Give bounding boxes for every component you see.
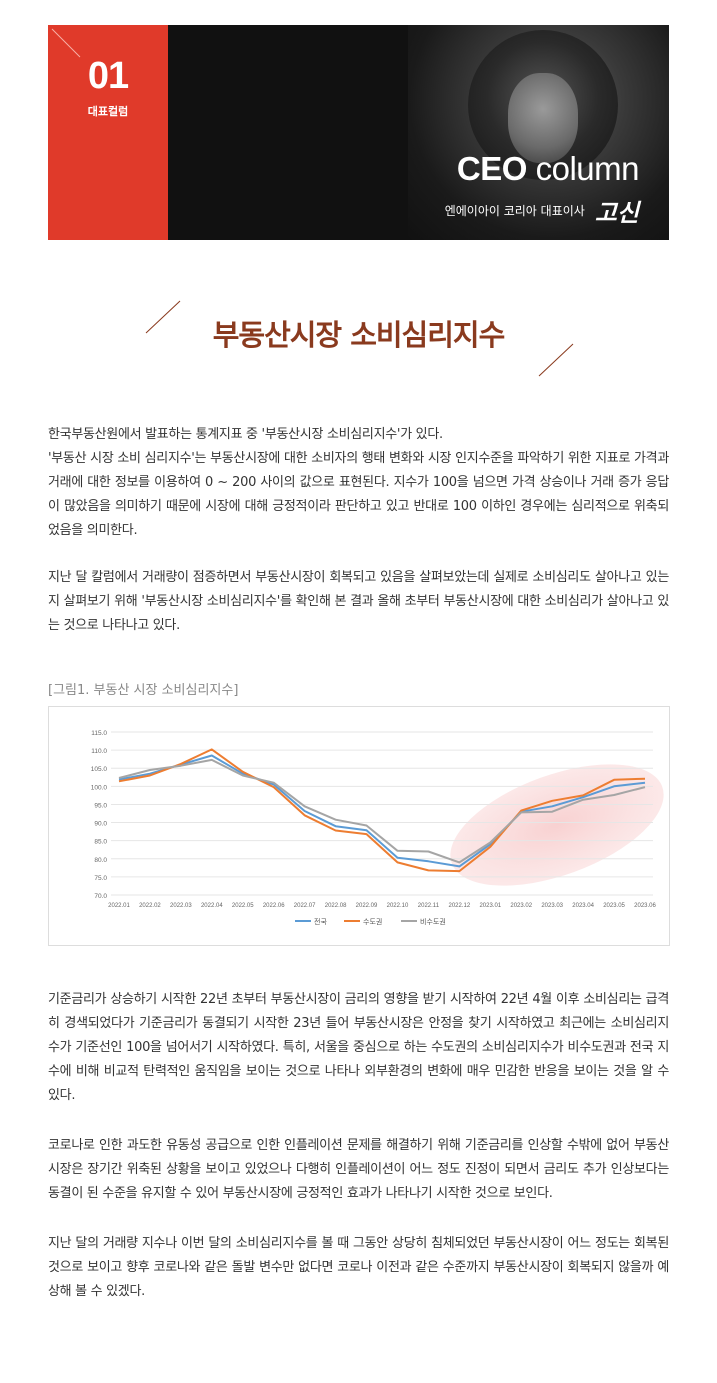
issue-number: 01 (87, 55, 129, 97)
paragraph-line: 기준금리가 상승하기 시작한 22년 초부터 부동산시장이 금리의 영향을 받기… (48, 992, 669, 1103)
series-line-수도권 (118, 748, 646, 873)
legend-label: 전국 (314, 917, 327, 926)
ceo-photo (408, 25, 669, 240)
x-tick-label: 2023.02 (510, 903, 532, 909)
x-tick-label: 2023.05 (603, 903, 625, 909)
paragraph-line: 코로나로 인한 과도한 유동성 공급으로 인한 인플레이션 문제를 해결하기 위… (48, 1138, 669, 1201)
chart-container: 115.0 110.0 105.0 100.0 95.0 90.0 85.0 80.0 75.0… (48, 706, 670, 946)
y-tick-label: 80.0 (94, 857, 107, 864)
legend-label: 수도권 (363, 918, 382, 926)
ceo-subtitle: 엔에이아이 코리아 대표이사 고신 (445, 193, 639, 228)
x-tick-label: 2022.06 (263, 903, 285, 909)
x-tick-label: 2022.09 (356, 903, 378, 909)
ceo-position: 엔에이아이 코리아 대표이사 (444, 204, 585, 218)
header-banner: 01 대표컬럼 CEO column 엔에이아이 코리아 대표이사 고신 (48, 25, 669, 240)
y-tick-label: 95.0 (94, 802, 107, 809)
title-slash-right (538, 343, 574, 377)
y-tick-label: 70.0 (94, 893, 107, 900)
x-tick-label: 2022.01 (108, 903, 130, 909)
x-tick-label: 2022.07 (294, 903, 316, 909)
paragraph-context: 지난 달 칼럼에서 거래량이 점증하면서 부동산시장이 회복되고 있음을 살펴보… (48, 566, 669, 638)
x-tick-label: 2023.01 (479, 903, 501, 909)
line-chart: 115.0 110.0 105.0 100.0 95.0 90.0 85.0 80.0 75.0… (91, 730, 664, 926)
series-line-전국 (118, 754, 646, 868)
ceo-title-light: column (526, 150, 640, 187)
x-tick-label: 2022.03 (170, 903, 192, 909)
ceo-signature: 고신 (594, 198, 639, 227)
ceo-column-title: CEO column (456, 150, 640, 188)
title-slash-left (145, 300, 181, 334)
paragraph-line: '부동산 시장 소비 심리지수'는 부동산시장에 대한 소비자의 행태 변화와 … (48, 451, 669, 538)
y-tick-label: 100.0 (91, 784, 108, 791)
x-tick-label: 2022.02 (139, 903, 161, 909)
issue-label: 대표컬럼 (87, 105, 129, 118)
issue-badge: 01 대표컬럼 (48, 25, 168, 240)
figure-caption: [그림1. 부동산 시장 소비심리지수] (48, 683, 239, 698)
y-tick-label: 105.0 (91, 766, 108, 773)
article-title: 부동산시장 소비심리지수 (212, 318, 506, 352)
paragraph-line: 지난 달의 거래량 지수나 이번 달의 소비심리지수를 볼 때 그동안 상당히 … (48, 1236, 669, 1299)
y-tick-label: 90.0 (94, 821, 107, 828)
series-line-비수도권 (118, 758, 646, 864)
paragraph-inflation: 코로나로 인한 과도한 유동성 공급으로 인한 인플레이션 문제를 해결하기 위… (48, 1134, 669, 1206)
paragraph-line: 한국부동산원에서 발표하는 통계지표 중 '부동산시장 소비심리지수'가 있다. (48, 427, 443, 442)
paragraph-line: 지난 달 칼럼에서 거래량이 점증하면서 부동산시장이 회복되고 있음을 살펴보… (48, 570, 669, 633)
ceo-title-bold: CEO (456, 150, 528, 187)
paragraph-analysis: 기준금리가 상승하기 시작한 22년 초부터 부동산시장이 금리의 영향을 받기… (48, 988, 669, 1108)
y-tick-label: 85.0 (94, 839, 107, 846)
x-tick-label: 2023.03 (541, 903, 563, 909)
x-tick-label: 2022.04 (201, 903, 223, 909)
y-tick-label: 115.0 (91, 730, 107, 737)
paragraph-outlook: 지난 달의 거래량 지수나 이번 달의 소비심리지수를 볼 때 그동안 상당히 … (48, 1232, 669, 1304)
highlight-ellipse (450, 764, 664, 886)
y-tick-label: 75.0 (94, 875, 107, 882)
x-tick-label: 2023.04 (572, 903, 594, 909)
x-tick-label: 2023.06 (634, 903, 656, 909)
legend-label: 비수도권 (420, 917, 446, 926)
ceo-photo-face (508, 73, 578, 163)
diagonal-line-decoration (51, 28, 81, 58)
x-tick-label: 2022.08 (325, 903, 347, 909)
paragraph-intro: 한국부동산원에서 발표하는 통계지표 중 '부동산시장 소비심리지수'가 있다.… (48, 423, 669, 543)
y-tick-label: 110.0 (91, 748, 107, 755)
x-tick-label: 2022.12 (449, 903, 471, 909)
x-tick-label: 2022.10 (387, 903, 409, 909)
x-tick-label: 2022.11 (418, 903, 440, 909)
x-tick-label: 2022.05 (232, 903, 254, 909)
